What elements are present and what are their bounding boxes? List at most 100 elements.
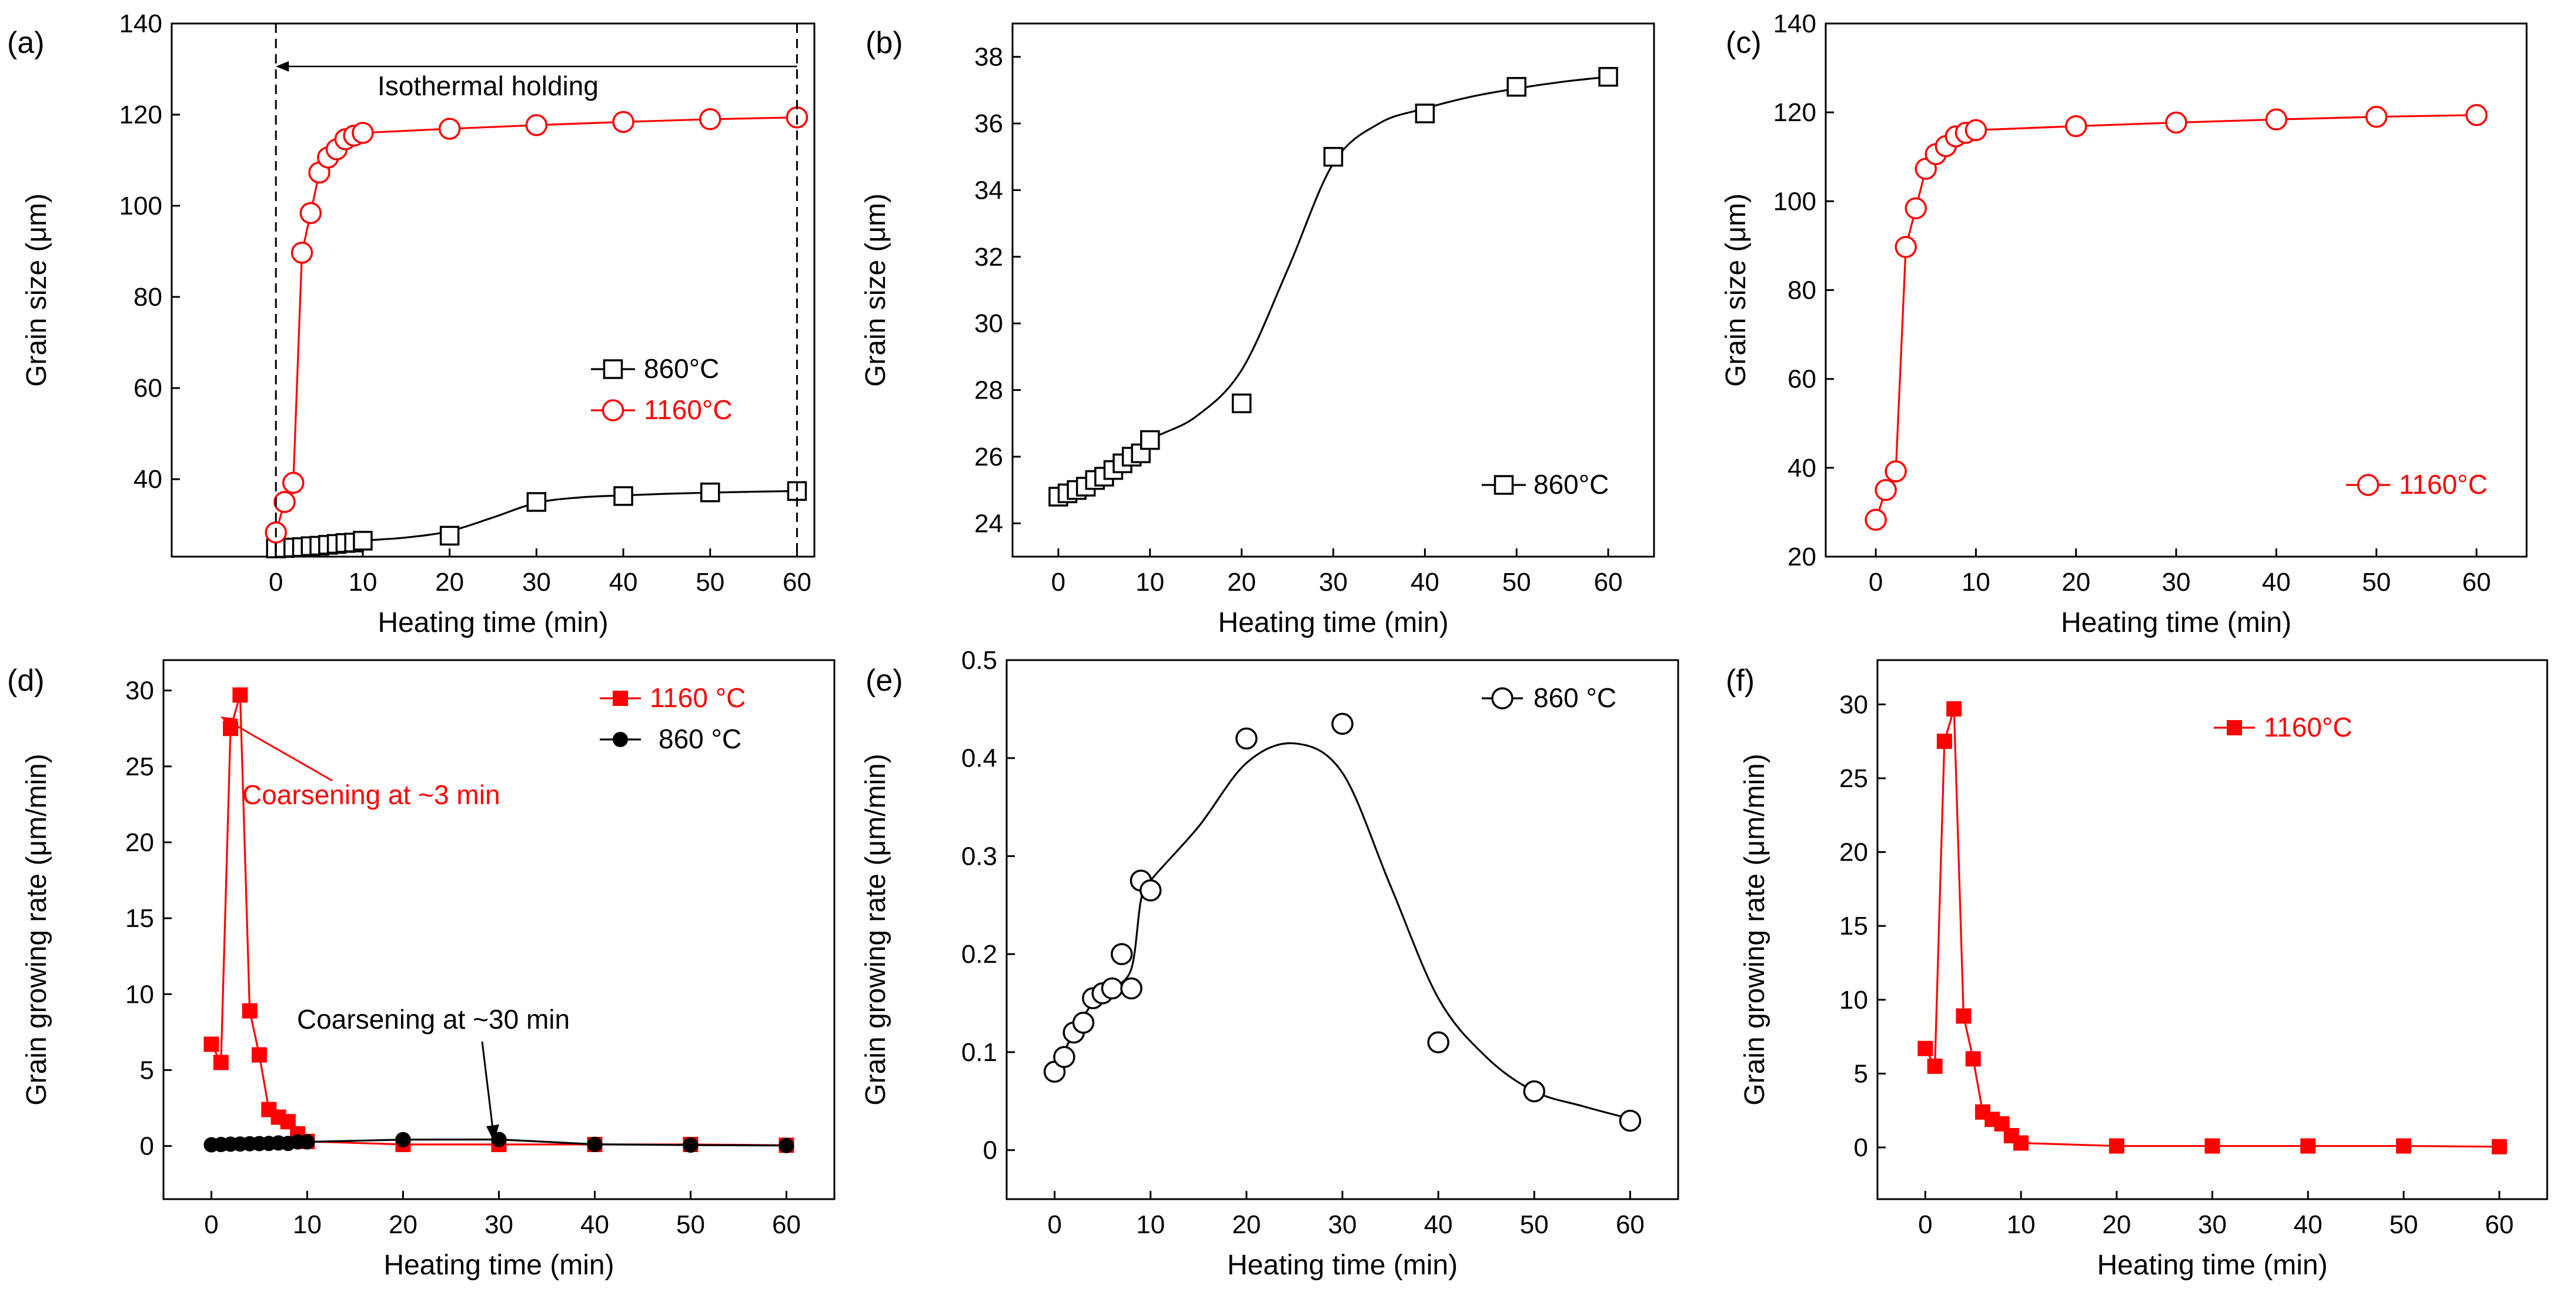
data-point	[1965, 1051, 1981, 1067]
x-tick-label: 50	[676, 1210, 705, 1239]
y-axis-label: Grain size (μm)	[21, 193, 52, 387]
y-tick-label: 80	[133, 283, 162, 312]
x-tick-label: 0	[1869, 568, 1883, 597]
annotation-coarsening-30min: Coarsening at ~30 min	[297, 1004, 570, 1035]
panel-label: (b)	[866, 26, 903, 60]
data-point	[1139, 879, 1162, 902]
x-axis-label: Heating time (min)	[2097, 1250, 2327, 1281]
y-tick-label: 0.1	[961, 1038, 997, 1067]
x-tick-label: 60	[1616, 1210, 1645, 1239]
series-0	[266, 481, 807, 558]
series-0	[1865, 103, 2488, 531]
x-tick-label: 0	[1918, 1210, 1932, 1239]
chart-panel-c: 0 10 20 30 40 50 60 20 40 60 80 100 120 140 (c) Heating…	[1720, 9, 2528, 638]
y-tick-label: 60	[1788, 365, 1816, 394]
x-tick-label: 10	[1135, 568, 1164, 597]
x-axis-label: Heating time (min)	[383, 1250, 614, 1281]
data-point	[2265, 108, 2288, 131]
legend-entry: 1160°C	[591, 394, 733, 425]
y-tick-label: 140	[119, 9, 162, 38]
data-point	[1964, 119, 1987, 142]
data-point	[699, 108, 721, 130]
data-point	[1427, 1031, 1449, 1053]
legend-marker	[602, 399, 624, 421]
data-point	[683, 1137, 699, 1153]
data-point	[1936, 734, 1952, 749]
data-point	[2365, 105, 2388, 128]
legend-marker	[1494, 475, 1514, 495]
data-point	[1927, 1058, 1943, 1074]
data-point	[612, 111, 634, 133]
y-tick-label: 36	[974, 109, 1003, 138]
legend-entry: 1160°C	[2346, 469, 2488, 500]
x-tick-label: 10	[1136, 1210, 1165, 1239]
data-point	[1619, 1109, 1642, 1132]
y-tick-label: 100	[119, 192, 162, 220]
data-point	[1231, 393, 1252, 413]
x-axis-label: Heating time (min)	[1227, 1250, 1458, 1281]
x-tick-label: 50	[2389, 1210, 2418, 1239]
x-tick-label: 30	[1328, 1210, 1357, 1239]
x-tick-label: 40	[2294, 1210, 2323, 1239]
x-tick-label: 20	[2102, 1210, 2131, 1239]
x-tick-label: 40	[609, 568, 638, 597]
panel-label: (e)	[866, 664, 903, 698]
x-tick-label: 40	[580, 1210, 609, 1239]
data-point	[1946, 701, 1962, 717]
y-tick-label: 5	[1854, 1059, 1868, 1088]
y-tick-label: 0.3	[961, 842, 997, 871]
data-point	[526, 492, 547, 512]
y-tick-label: 24	[974, 509, 1003, 538]
panel-label: (d)	[7, 664, 45, 698]
legend-label: 860 °C	[659, 724, 741, 754]
x-axis-label: Heating time (min)	[2061, 607, 2291, 638]
x-tick-label: 40	[2262, 568, 2291, 597]
x-tick-label: 20	[435, 568, 464, 597]
x-tick-label: 60	[1594, 568, 1623, 597]
y-tick-label: 38	[974, 43, 1003, 72]
legend-label: 1160°C	[2264, 712, 2353, 742]
data-point	[1994, 1116, 2010, 1132]
data-point	[2165, 111, 2187, 134]
series-1	[203, 1132, 794, 1153]
data-point	[2300, 1138, 2316, 1154]
holding-arrowhead	[276, 61, 289, 72]
data-point	[1917, 1040, 1933, 1056]
legend-marker	[603, 359, 623, 379]
x-tick-label: 0	[204, 1210, 218, 1239]
panel-label: (a)	[7, 26, 45, 60]
data-point	[290, 242, 313, 264]
legend-label: 860 °C	[1533, 682, 1616, 713]
x-axis-label: Heating time (min)	[377, 607, 608, 638]
data-point	[1598, 66, 1618, 87]
x-tick-label: 30	[2162, 568, 2191, 597]
series-1	[265, 106, 808, 544]
annotation-isothermal: Isothermal holding	[377, 71, 599, 101]
x-axis-label: Heating time (min)	[1218, 607, 1448, 638]
data-point	[280, 1114, 296, 1130]
y-tick-label: 30	[1839, 690, 1868, 719]
series-line	[1924, 708, 2500, 1148]
x-tick-label: 20	[389, 1210, 417, 1239]
y-tick-label: 32	[974, 243, 1003, 272]
y-tick-label: 0.5	[961, 646, 997, 675]
data-point	[242, 1003, 258, 1019]
x-tick-label: 20	[1227, 568, 1256, 597]
x-tick-label: 10	[348, 568, 377, 597]
legend-entry: 860 °C	[1482, 682, 1616, 713]
data-point	[1415, 103, 1435, 123]
x-tick-label: 50	[1520, 1210, 1549, 1239]
x-tick-label: 0	[269, 568, 283, 597]
data-point	[353, 531, 373, 551]
y-axis-label: Grain growing rate (μm/min)	[1739, 754, 1770, 1105]
x-tick-label: 10	[2007, 1210, 2036, 1239]
legend-entry: 860°C	[1482, 469, 1609, 500]
chart-panel-f: 0 10 20 30 40 50 60 0 5 10 15 20 25 30 (f) Heating time…	[1726, 659, 2548, 1281]
y-tick-label: 20	[1788, 543, 1816, 571]
data-point	[1072, 1012, 1095, 1034]
y-tick-label: 40	[1788, 454, 1816, 483]
y-tick-label: 120	[119, 101, 162, 129]
series-0	[1043, 712, 1642, 1132]
data-point	[299, 202, 322, 225]
